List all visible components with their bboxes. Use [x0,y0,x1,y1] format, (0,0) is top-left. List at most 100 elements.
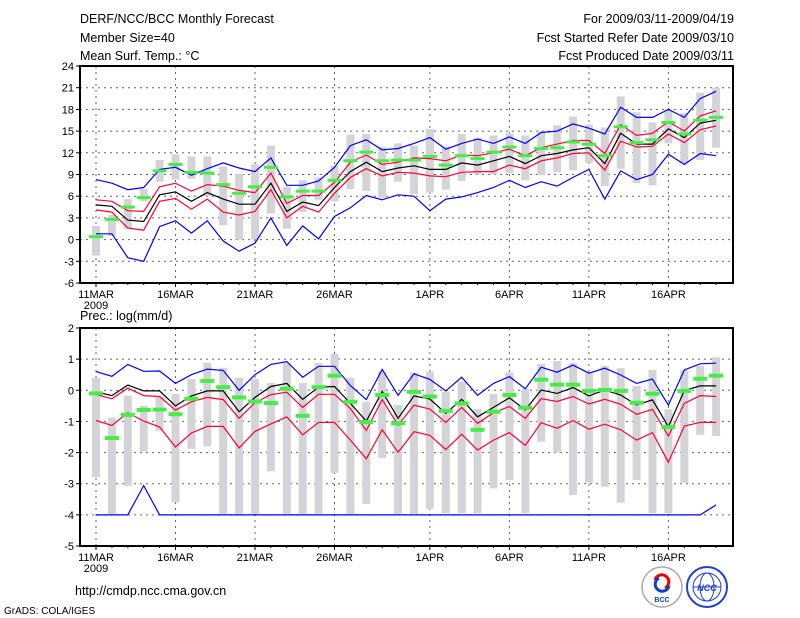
green-marker [693,118,708,122]
green-marker [613,388,628,393]
green-marker [200,171,215,175]
range-bar [219,166,228,226]
chart-title: DERF/NCC/BCC Monthly Forecast [80,12,274,26]
green-marker [343,399,358,404]
range-bar [203,362,212,447]
range-bar [251,379,259,514]
green-marker [486,409,501,414]
green-marker [184,396,199,401]
ncc-logo-text: NCC [697,583,717,593]
range-bar [187,156,196,179]
y-tick-label: 24 [62,61,74,73]
y-tick-label: -4 [64,510,74,522]
range-bar [648,122,657,186]
series-minimum [96,152,717,262]
range-bar [330,353,339,473]
green-marker [168,162,183,166]
green-marker [661,120,676,124]
year-label: 2009 [84,300,108,312]
green-marker [152,407,167,412]
source-url[interactable]: http://cmdp.ncc.cma.gov.cn [75,584,226,598]
bcc-logo: BCC [641,566,683,608]
green-marker [566,140,580,144]
temperature-chart: -6 -3 0 3 6 9 12 15 18 21 24 11MAR 16MAR 21MAR 26MAR 1A… [62,61,734,312]
green-marker [693,376,708,381]
range-bar [616,96,625,169]
green-marker [263,401,278,406]
range-bar [553,361,562,453]
range-bar [92,225,100,256]
green-marker [709,115,724,119]
y-tick-label: -6 [64,278,74,290]
range-bar [123,199,132,229]
range-bar [155,396,164,431]
series-lower-spread [95,411,717,464]
range-bar [139,188,148,202]
x-tick-label: 16APR [651,552,686,564]
grads-credit: GrADS: COLA/IGES [4,606,95,617]
range-bar [92,377,100,478]
green-marker [645,391,660,396]
green-marker [438,163,453,167]
green-marker [629,141,644,145]
precipitation-chart: -5 -4 -3 -2 -1 0 1 2 11MAR 16MAR 21MAR 26MAR 1APR 6AP… [64,323,734,575]
range-bar [266,382,275,472]
series-upper-spread [95,387,717,438]
series-maximum [95,360,717,407]
green-marker [295,189,310,193]
green-marker [407,389,421,394]
green-marker [89,391,103,396]
series-maximum [95,90,717,191]
y-tick-label: 0 [68,235,74,247]
range-bar [362,402,371,504]
series-lower-spread [95,125,717,231]
green-marker [232,191,247,195]
green-marker [104,217,119,221]
range-bar [505,372,514,480]
green-marker [566,382,580,387]
range-bar [489,135,498,175]
range-bar [457,381,466,514]
range-bar [203,156,212,197]
green-marker [422,394,437,399]
x-tick-label: 11APR [572,552,606,564]
range-bar [505,133,514,174]
green-marker [216,183,231,187]
green-marker [311,385,326,390]
green-marker [438,408,453,413]
range-bar [616,368,625,503]
x-tick-label: 6APR [495,289,524,301]
range-bar [712,357,721,437]
green-marker [248,185,262,189]
x-tick-label: 26MAR [316,289,353,301]
range-bar [251,164,259,240]
member-size: Member Size=40 [80,31,175,45]
range-bar [457,133,466,182]
x-tick-label: 26MAR [316,552,353,564]
range-bar [537,131,546,176]
green-marker [327,178,342,182]
series-upper-spread [95,110,717,213]
x-tick-label: 1APR [416,552,445,564]
x-tick-label: 1APR [416,289,445,301]
precip-label: Prec.: log(mm/d) [80,309,172,323]
y-tick-label: 12 [62,148,74,160]
range-bar [394,404,403,514]
range-bar [171,394,180,503]
range-bar [123,395,132,486]
green-marker [422,154,437,158]
green-marker [168,412,183,417]
x-tick-label: 11APR [572,289,606,301]
y-tick-label: 21 [62,83,74,95]
range-bar [314,177,323,200]
series-ensemble-mean [95,119,717,223]
x-tick-label: 16MAR [157,552,194,564]
green-marker [581,142,596,146]
green-marker [597,387,612,392]
range-bar [632,385,641,480]
green-marker [359,420,374,425]
header: DERF/NCC/BCC Monthly Forecast Member Siz… [80,12,734,63]
plot-frame [79,65,734,284]
green-marker [200,378,215,383]
green-marker [502,392,517,397]
